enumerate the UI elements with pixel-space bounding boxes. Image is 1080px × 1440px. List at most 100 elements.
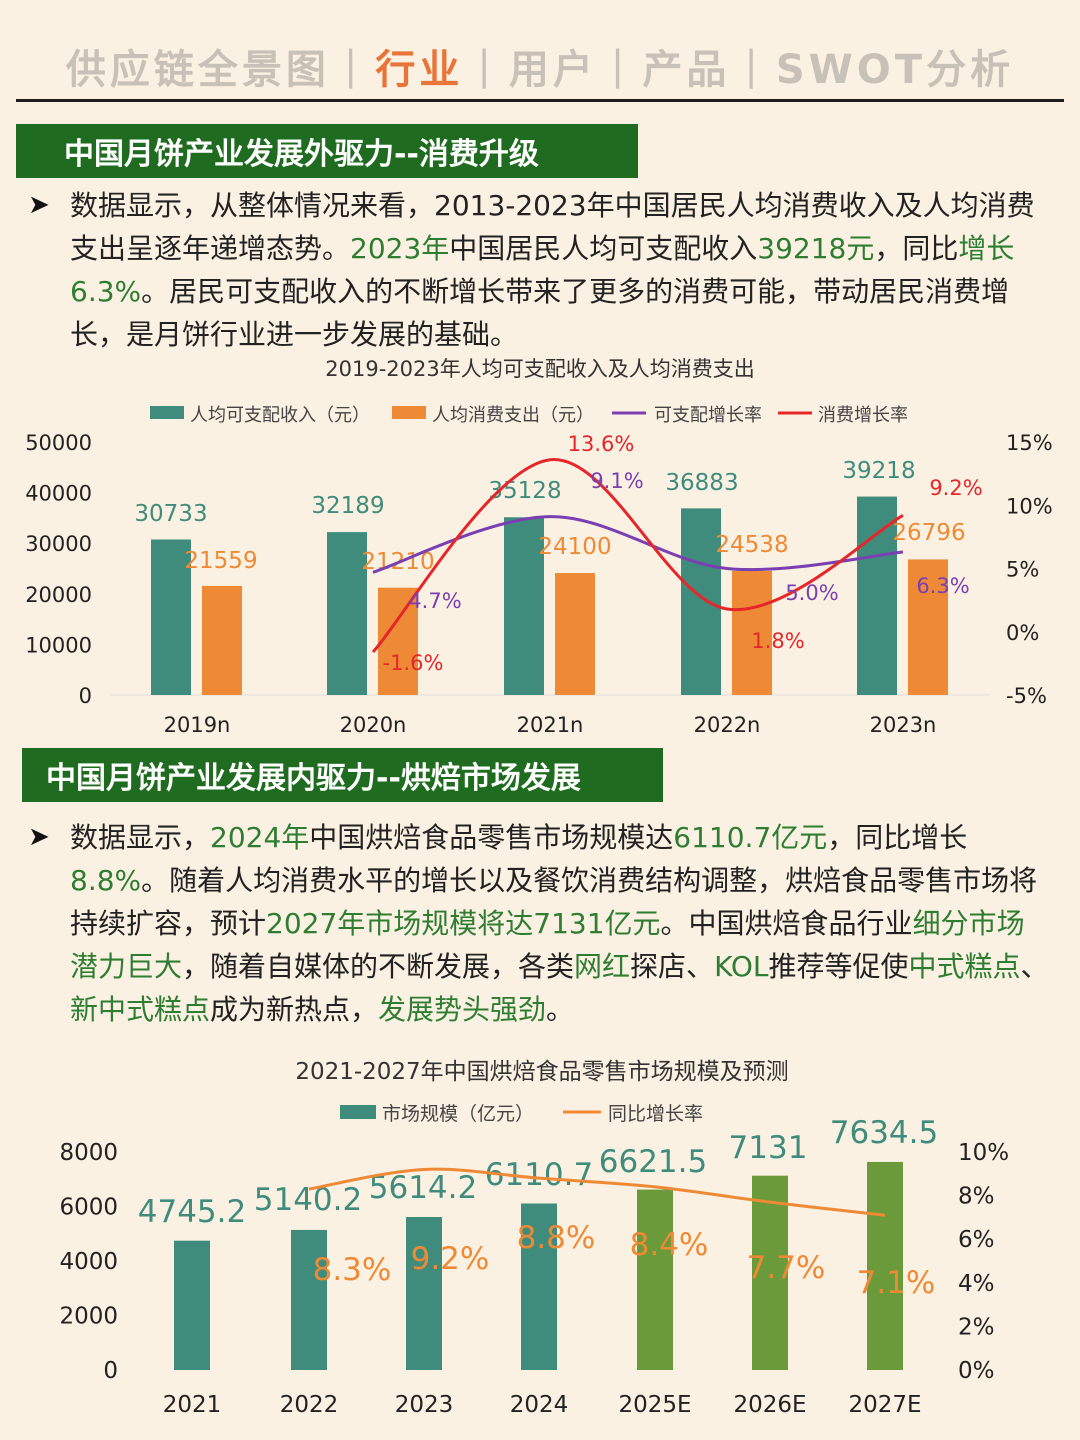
bar-market-size [174,1240,210,1370]
legend-label: 可支配增长率 [654,405,762,426]
y2-tick-label: 0% [958,1358,995,1384]
highlight-text: 增长6.3% [70,232,1015,308]
body-text: 中国烘焙食品零售市场规模达 [309,821,674,854]
highlight-text: 网红 [574,950,631,983]
legend-swatch [340,1105,376,1119]
line-income-growth [372,515,904,574]
legend-swatch [150,406,184,419]
body-text: 数据显示，从整体情况来看，2013-2023年中国居民人均消费收入及人均消费支出… [70,189,1035,265]
bar-value-label: 36883 [665,470,738,496]
nav-item[interactable]: 行业 [375,47,464,93]
chart-title: 2021-2027年中国烘焙食品零售市场规模及预测 [295,1059,788,1085]
x-tick-label: 2026E [733,1392,806,1418]
y2-tick-label: 4% [958,1271,995,1297]
body-text: ，随着自媒体的不断发展，各类 [182,950,575,983]
bar-expense [908,559,948,695]
nav-separator: | [477,43,495,89]
line-data-label: 13.6% [568,432,635,456]
body-text: 探店、 [630,950,715,983]
y2-tick-label: 5% [1006,558,1039,582]
y-tick-label: 40000 [25,482,92,506]
line-data-label: 9.2% [929,476,982,500]
bar-value-label: 30733 [134,501,207,527]
nav-separator: | [744,43,762,89]
legend-label: 人均可支配收入（元） [190,405,370,426]
x-tick-label: 2025E [618,1392,691,1418]
y2-tick-label: 2% [958,1314,995,1340]
x-tick-label: 2022n [694,713,761,737]
highlight-text: 2027年市场规模将达7131亿元 [266,907,661,940]
bar-value-label: 7634.5 [830,1115,938,1151]
line-data-label: -1.6% [383,651,444,675]
body-text: 推荐等促使 [768,950,909,983]
legend-label: 人均消费支出（元） [432,405,594,426]
bar-value-label: 39218 [842,458,915,484]
y-tick-label: 20000 [25,583,92,607]
bar-income [151,539,191,695]
line-data-label: 7.7% [747,1250,826,1286]
line-data-label: 9.2% [411,1241,490,1277]
nav-item[interactable]: 供应链全景图 [65,47,330,93]
x-tick-label: 2023 [395,1392,454,1418]
body-text: ，同比 [874,232,959,265]
highlight-text: 新中式糕点 [70,993,211,1026]
bar-income [327,532,367,695]
bar-value-label: 5140.2 [254,1182,362,1218]
consumption-paragraph: 数据显示，从整体情况来看，2013-2023年中国居民人均消费收入及人均消费支出… [70,184,1050,356]
y2-tick-label: 0% [1006,621,1039,645]
bar-market-size [291,1229,327,1370]
bar-market-size [521,1203,557,1370]
line-data-label: 5.0% [785,581,838,605]
bar-expense [378,587,418,695]
bar-value-label: 32189 [311,493,384,519]
bar-market-size [406,1217,442,1370]
bar-income [857,496,897,695]
bar-value-label: 4745.2 [138,1194,246,1230]
legend-label: 消费增长率 [818,405,908,426]
top-nav: 供应链全景图 | 行业 | 用户 | 产品 | SWOT分析 [0,38,1080,94]
highlight-text: 2024年 [210,821,310,854]
y2-tick-label: 15% [1006,431,1053,455]
section-title-bakery: 中国月饼产业发展内驱力--烘焙市场发展 [22,748,663,802]
highlight-text: 39218元 [757,232,875,265]
y2-tick-label: 8% [958,1184,995,1210]
bar-income [681,508,721,695]
nav-divider [16,99,1064,102]
line-data-label: 7.1% [857,1265,936,1301]
bar-value-label: 5614.2 [369,1170,477,1206]
y2-tick-label: 10% [1006,494,1053,518]
highlight-text: 发展势头强劲 [378,993,547,1026]
line-data-label: 1.8% [751,629,804,653]
highlight-text: 8.8% [70,864,142,897]
bullet-arrow-icon: ➤ [28,190,50,220]
bar-market-size [867,1161,903,1370]
body-text: ，同比增长 [827,821,968,854]
nav-item[interactable]: 产品 [642,47,731,93]
bar-value-label: 21559 [184,548,257,574]
x-tick-label: 2024 [510,1392,569,1418]
nav-separator: | [610,43,629,89]
body-text: 成为新热点， [210,993,379,1026]
x-tick-label: 2021n [517,713,584,737]
body-text: 数据显示， [70,821,211,854]
bar-value-label: 7131 [729,1130,808,1166]
y-tick-label: 30000 [25,532,92,556]
line-data-label: 8.3% [313,1252,392,1288]
x-tick-label: 2020n [340,713,407,737]
body-text: 中国居民人均可支配收入 [449,232,758,265]
line-data-label: 6.3% [916,574,969,598]
nav-separator: | [343,43,362,89]
bakery-paragraph: 数据显示，2024年中国烘焙食品零售市场规模达6110.7亿元，同比增长 8.8%… [70,816,1050,1031]
line-data-label: 8.4% [630,1227,709,1263]
y-tick-label: 6000 [59,1195,118,1221]
nav-item[interactable]: 用户 [508,47,597,93]
bullet-arrow-icon: ➤ [28,822,50,852]
bar-value-label: 24538 [715,532,788,558]
body-text: 。居民可支配收入的不断增长带来了更多的消费可能，带动居民消费增长，是月饼行业进一… [70,275,1010,351]
legend-label: 市场规模（亿元） [382,1103,534,1125]
nav-item[interactable]: SWOT分析 [775,47,1015,93]
line-growth-rate [308,1167,886,1217]
legend-label: 同比增长率 [608,1103,703,1125]
